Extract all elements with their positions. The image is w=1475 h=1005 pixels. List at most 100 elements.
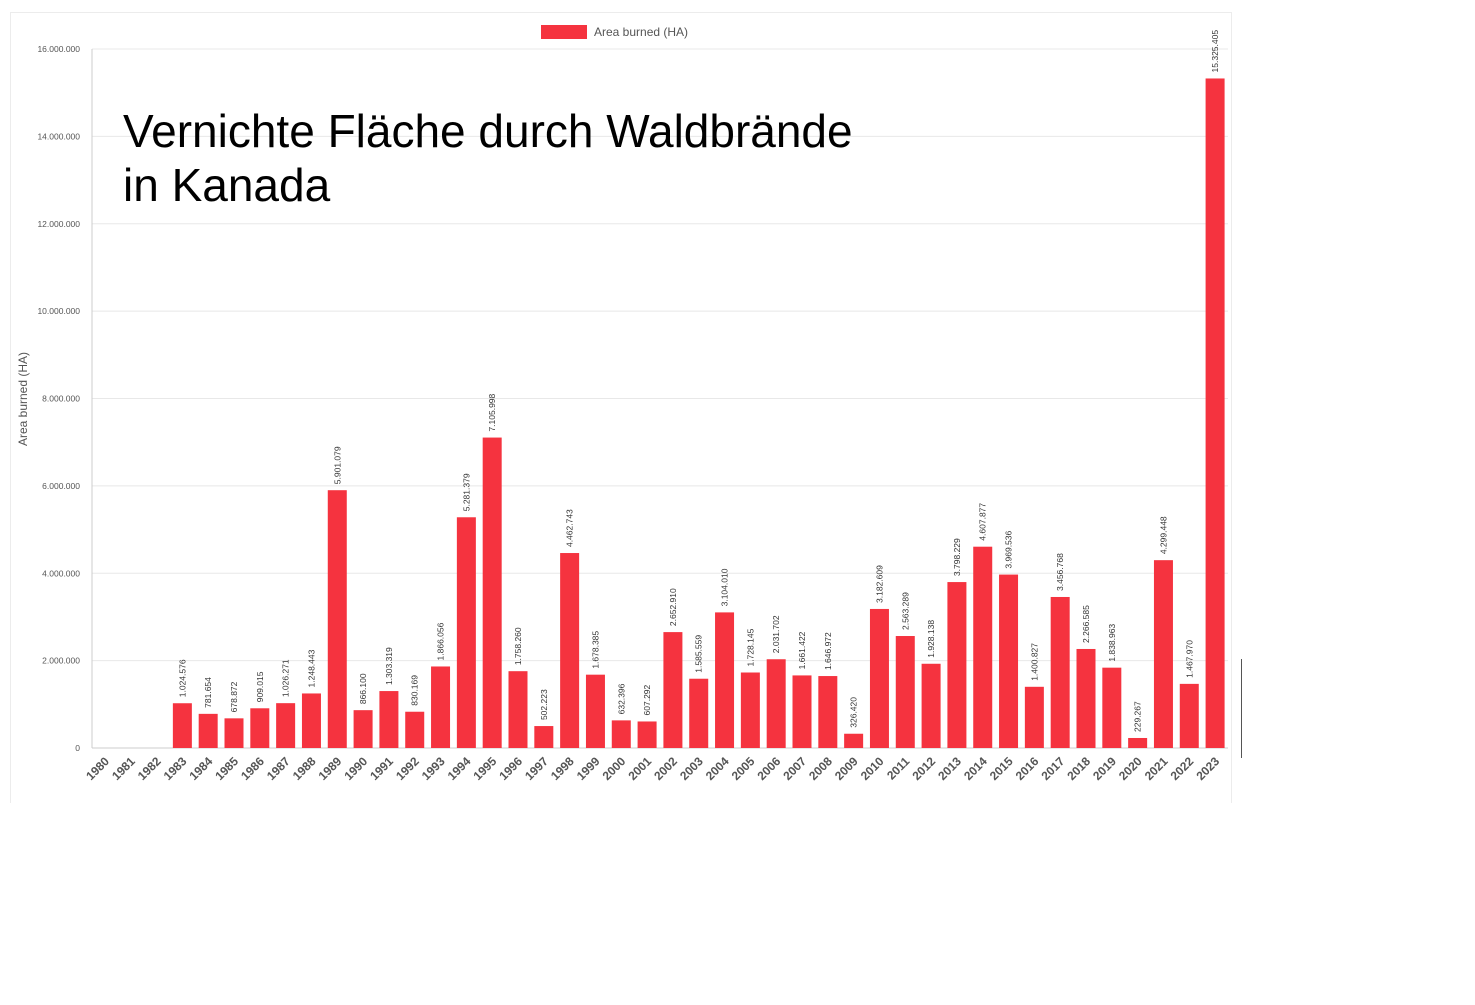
bar-value-label: 1.838.963 <box>1107 624 1117 662</box>
bar-value-label: 2.266.585 <box>1081 605 1091 643</box>
x-tick-label: 2021 <box>1142 754 1171 783</box>
bar-value-label: 1.928.138 <box>926 620 936 658</box>
x-tick-label: 1984 <box>187 754 216 783</box>
bar-chart: 0 2.000.000 4.000.000 6.000.000 8.000.000 10.… <box>16 25 1228 783</box>
bar-value-label: 632.396 <box>616 683 626 714</box>
x-tick-label: 1999 <box>574 754 603 783</box>
bar <box>895 636 915 748</box>
divider-line <box>1241 659 1242 758</box>
bar-value-label: 5.901.079 <box>332 446 342 484</box>
bar <box>456 517 476 748</box>
bar <box>947 582 967 748</box>
x-tick-label: 1996 <box>496 754 525 783</box>
x-tick-label: 1980 <box>83 754 112 783</box>
bar-value-label: 3.969.536 <box>1004 530 1014 568</box>
bar-value-label: 1.248.443 <box>306 649 316 687</box>
x-tick-label: 1993 <box>419 754 448 783</box>
x-tick-label: 2011 <box>884 754 913 783</box>
bar-value-label: 2.652.910 <box>668 588 678 626</box>
bar <box>1179 683 1199 748</box>
bar <box>534 726 554 748</box>
bar <box>663 632 683 748</box>
x-tick-label: 1989 <box>316 754 345 783</box>
bar-value-label: 1.758.260 <box>513 627 523 665</box>
overlay-title-line-1: Vernichte Fläche durch Waldbrände <box>123 105 853 157</box>
bar <box>1205 78 1225 748</box>
x-tick-label: 2013 <box>935 754 964 783</box>
x-tick-label: 1988 <box>290 754 319 783</box>
y-tick-label: 6.000.000 <box>42 481 80 491</box>
x-tick-label: 2018 <box>1064 754 1093 783</box>
x-tick-label: 2015 <box>987 754 1016 783</box>
bar-value-label: 866.100 <box>358 673 368 704</box>
bar <box>792 675 812 748</box>
y-tick-label: 8.000.000 <box>42 394 80 404</box>
y-tick-label: 16.000.000 <box>37 44 80 54</box>
bar <box>1024 686 1044 748</box>
x-tick-label: 1991 <box>367 754 396 783</box>
bar <box>405 711 425 748</box>
bar <box>301 693 321 748</box>
x-tick-label: 2019 <box>1090 754 1119 783</box>
bar-value-label: 1.866.056 <box>436 622 446 660</box>
y-tick-label: 2.000.000 <box>42 656 80 666</box>
bar-value-label: 4.299.448 <box>1158 516 1168 554</box>
bar-value-label: 502.223 <box>539 689 549 720</box>
bar <box>766 659 786 748</box>
x-tick-label: 2012 <box>909 754 938 783</box>
bar-value-label: 2.563.289 <box>900 592 910 630</box>
x-tick-label: 1987 <box>264 754 293 783</box>
bar-value-label: 1.467.970 <box>1184 640 1194 678</box>
bar-value-label: 781.654 <box>203 677 213 708</box>
bar-value-label: 1.303.319 <box>384 647 394 685</box>
bar <box>1102 667 1122 748</box>
x-tick-label: 2002 <box>651 754 680 783</box>
x-tick-label: 1995 <box>471 754 500 783</box>
bar-value-label: 678.872 <box>229 681 239 712</box>
bar-value-label: 229.267 <box>1133 701 1143 732</box>
x-tick-label: 1985 <box>212 754 241 783</box>
bar-value-label: 15.325.405 <box>1210 30 1220 73</box>
bar-value-label: 3.456.768 <box>1055 553 1065 591</box>
bar-value-label: 7.105.998 <box>487 393 497 431</box>
x-tick-label: 2017 <box>1039 754 1068 783</box>
bar <box>198 713 218 748</box>
legend-swatch <box>541 25 587 39</box>
bar <box>689 678 709 748</box>
bar <box>250 708 270 748</box>
bar <box>172 703 192 748</box>
bar-value-label: 1.678.385 <box>590 631 600 669</box>
bar <box>585 674 605 748</box>
bar-value-label: 607.292 <box>642 684 652 715</box>
x-tick-label: 2023 <box>1193 754 1222 783</box>
bar-value-label: 1.728.145 <box>745 628 755 666</box>
x-tick-label: 2008 <box>806 754 835 783</box>
bar <box>379 691 399 748</box>
chart-overlay-title: Vernichte Fläche durch Waldbrände in Kan… <box>123 104 853 212</box>
bar-value-label: 1.024.576 <box>177 659 187 697</box>
bar-value-label: 5.281.379 <box>461 473 471 511</box>
x-tick-label: 1998 <box>548 754 577 783</box>
y-tick-label: 0 <box>75 743 80 753</box>
bar-value-label: 1.400.827 <box>1029 643 1039 681</box>
bar <box>482 437 502 748</box>
bar-value-label: 3.798.229 <box>952 538 962 576</box>
x-tick-label: 2005 <box>729 754 758 783</box>
x-tick-label: 2003 <box>677 754 706 783</box>
bar-value-label: 326.420 <box>849 697 859 728</box>
bar <box>999 574 1019 748</box>
y-tick-label: 10.000.000 <box>37 306 80 316</box>
bar <box>508 671 528 748</box>
x-tick-label: 2004 <box>703 754 732 783</box>
x-tick-label: 1992 <box>393 754 422 783</box>
x-tick-label: 2016 <box>1013 754 1042 783</box>
x-tick-label: 2000 <box>600 754 629 783</box>
y-tick-label: 14.000.000 <box>37 131 80 141</box>
bar <box>844 733 864 748</box>
x-tick-label: 1986 <box>238 754 267 783</box>
y-tick-label: 4.000.000 <box>42 568 80 578</box>
bar <box>715 612 735 748</box>
x-tick-label: 2014 <box>961 754 990 783</box>
x-tick-label: 2020 <box>1116 754 1145 783</box>
bar <box>1128 737 1148 748</box>
